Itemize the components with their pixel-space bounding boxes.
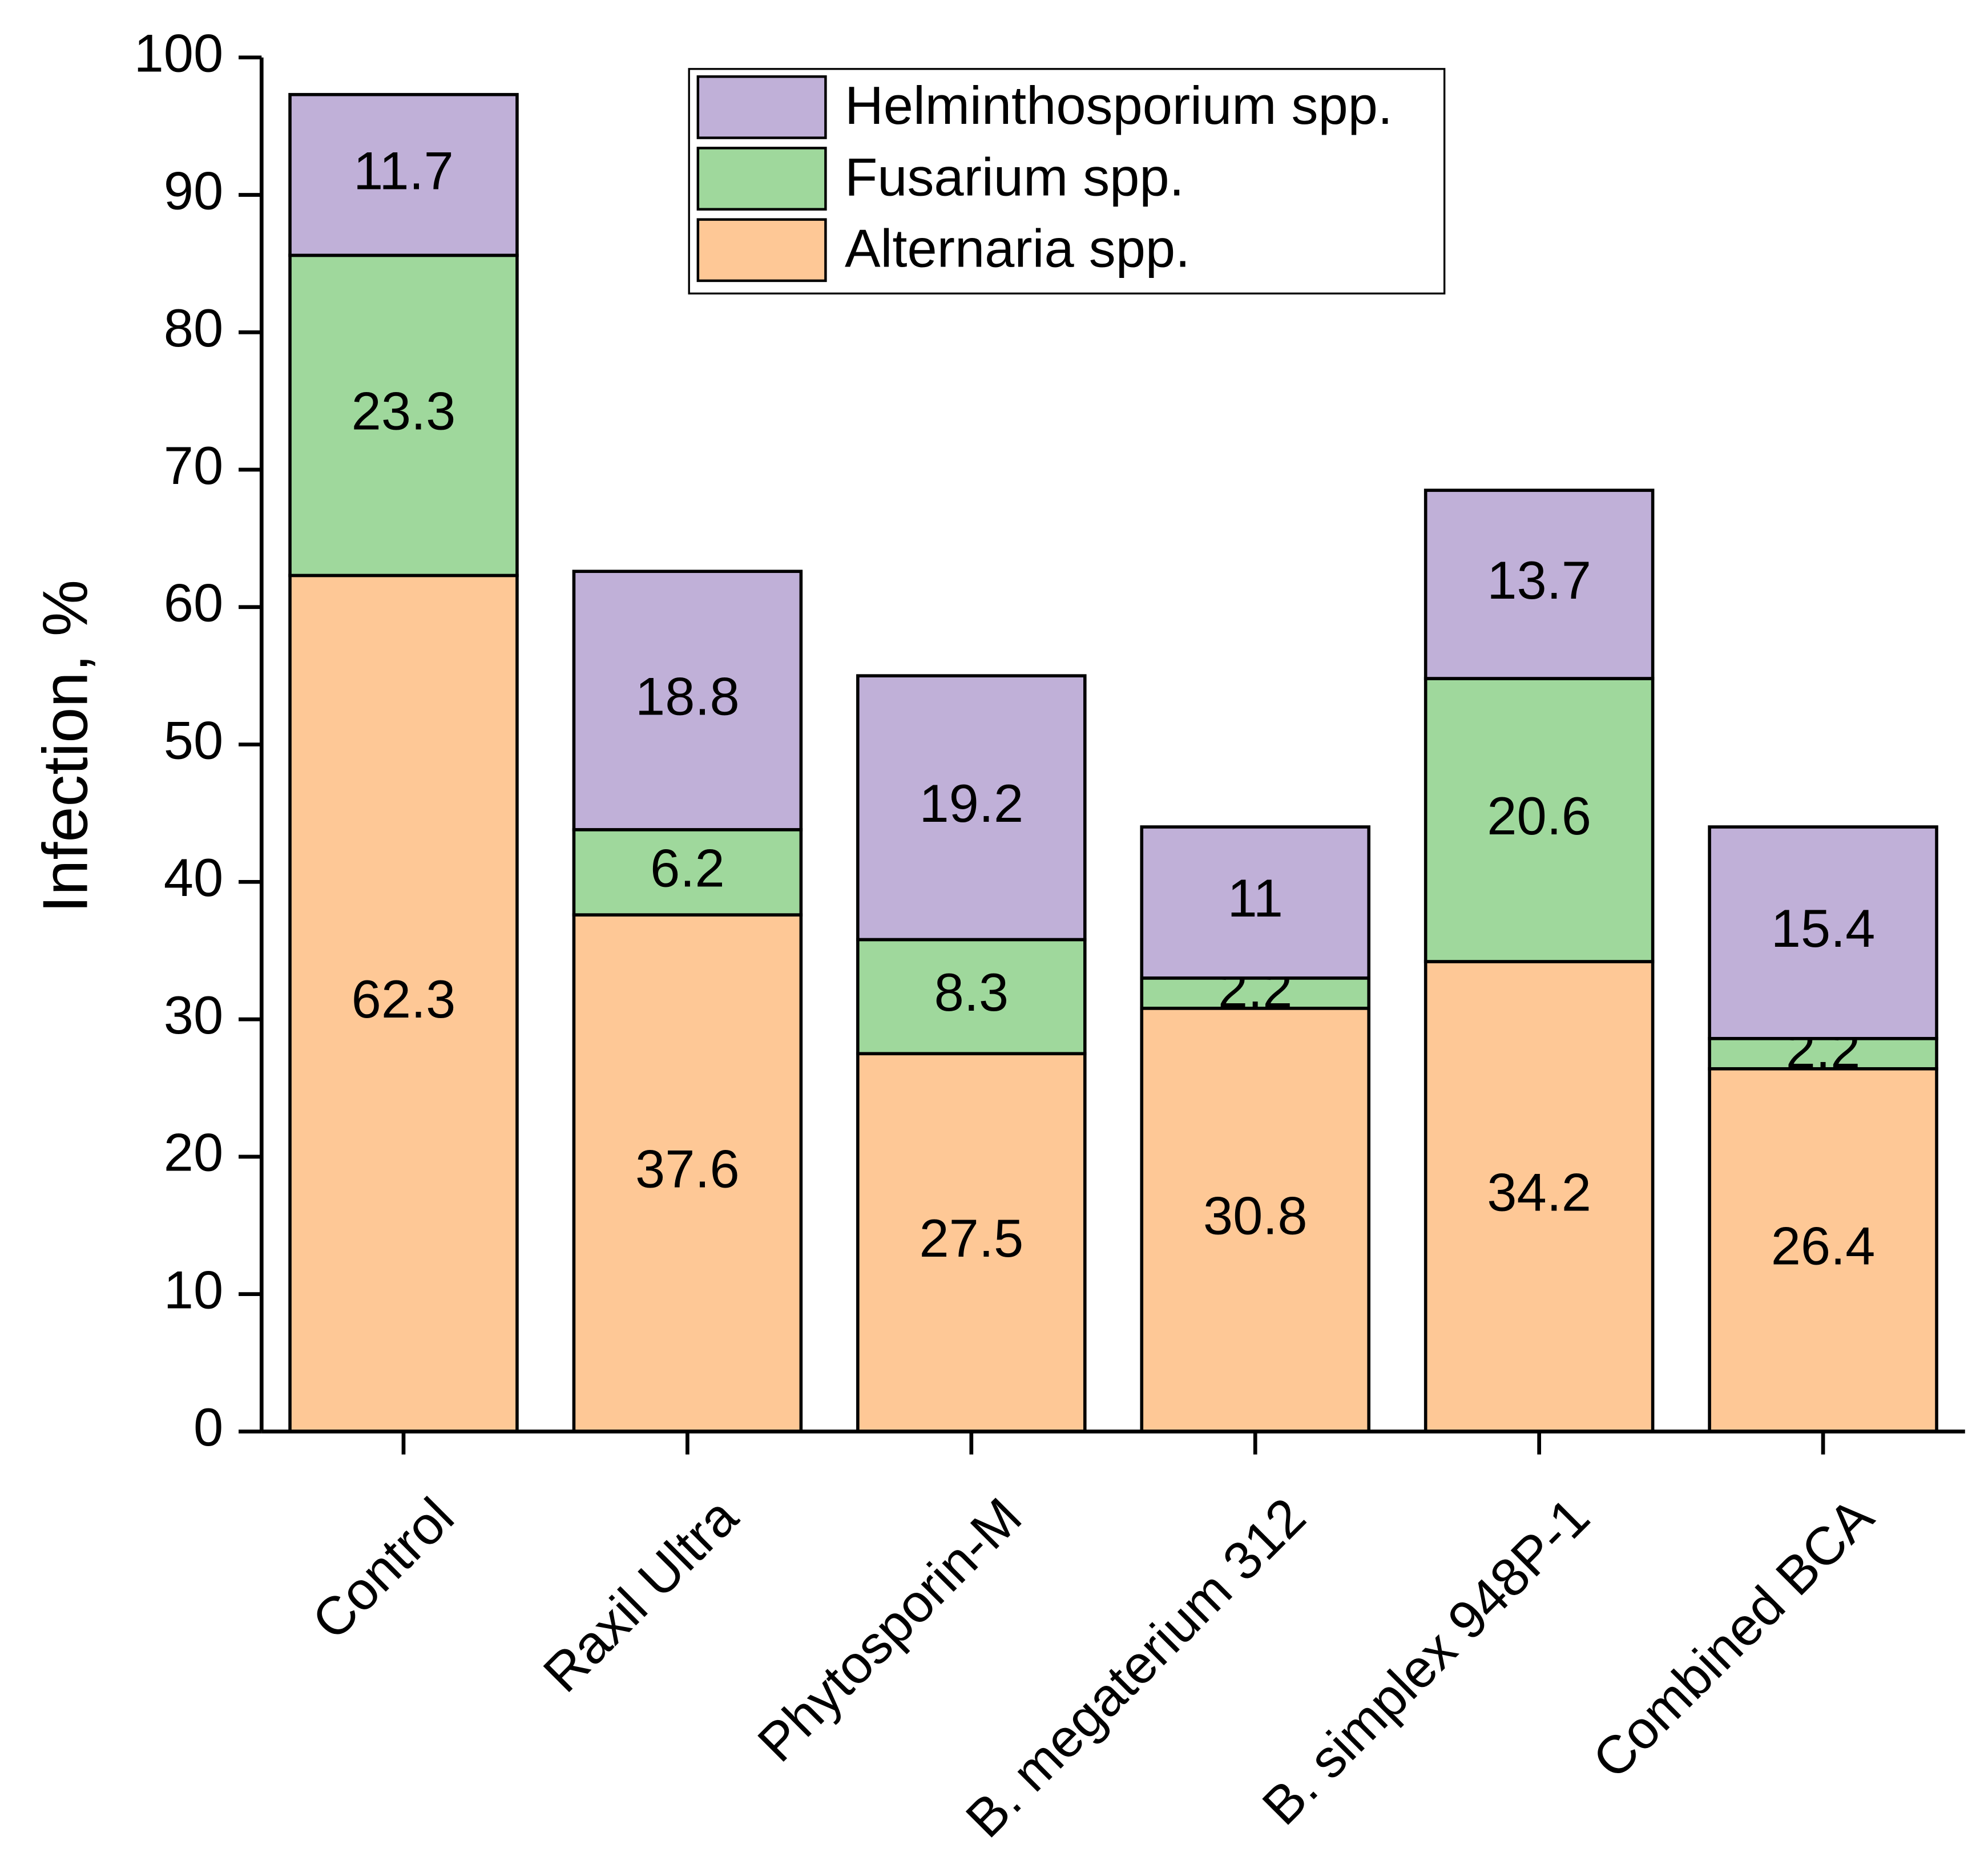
legend-label: Helminthosporium spp. <box>845 75 1393 135</box>
bar-segment <box>288 574 519 1434</box>
legend-label: Alternaria spp. <box>845 219 1190 278</box>
data-label: 18.8 <box>635 666 740 726</box>
data-label: 37.6 <box>635 1139 740 1199</box>
legend-swatch <box>696 75 827 139</box>
y-tick-label: 70 <box>164 435 223 495</box>
data-label: 8.3 <box>934 962 1009 1022</box>
bar-segment <box>1708 825 1938 1040</box>
bar-segment <box>572 828 803 917</box>
bar-segment <box>572 570 803 831</box>
y-axis-label: Infection, % <box>29 580 100 913</box>
bar-segment <box>856 674 1087 942</box>
x-tick-label: Phytosporin-M <box>746 1486 1033 1773</box>
data-label: 11.7 <box>353 140 454 200</box>
bar-segment <box>288 92 519 257</box>
y-tick-label: 10 <box>164 1260 223 1319</box>
y-tick-label: 100 <box>134 23 224 83</box>
data-label: 34.2 <box>1487 1162 1591 1222</box>
data-label: 19.2 <box>919 773 1023 833</box>
y-tick-label: 80 <box>164 298 223 358</box>
data-label: 62.3 <box>352 969 456 1029</box>
bar-segment <box>856 938 1087 1056</box>
y-tick-label: 30 <box>164 985 223 1045</box>
legend-swatch <box>696 147 827 211</box>
x-tick-label: Control <box>300 1486 465 1650</box>
data-label: 23.3 <box>352 381 456 441</box>
data-label: 26.4 <box>1771 1216 1876 1275</box>
y-tick-label: 50 <box>164 710 223 770</box>
y-tick-label: 60 <box>164 573 223 633</box>
y-tick-label: 40 <box>164 847 223 907</box>
bar-segment <box>1140 825 1370 980</box>
data-label: 6.2 <box>650 838 725 898</box>
x-tick-label: Raxil Ultra <box>532 1486 749 1704</box>
data-label: 30.8 <box>1203 1185 1308 1245</box>
legend-label: Fusarium spp. <box>845 147 1184 207</box>
y-tick-label: 0 <box>193 1397 223 1457</box>
data-label: 27.5 <box>919 1208 1023 1268</box>
data-label: 13.7 <box>1487 550 1591 610</box>
bar-segment <box>288 253 519 578</box>
bar-segment <box>1424 489 1655 680</box>
y-tick-label: 90 <box>164 160 223 220</box>
x-tick-label: Combined BCA <box>1581 1486 1885 1790</box>
bar-segment <box>856 1052 1087 1434</box>
legend-swatch <box>696 218 827 282</box>
bar-segment <box>1424 677 1655 963</box>
data-label: 15.4 <box>1771 898 1876 958</box>
bar-segment <box>1708 1067 1938 1434</box>
bar-segment <box>1140 1007 1370 1434</box>
y-tick-label: 20 <box>164 1123 223 1182</box>
data-label: 11 <box>1228 868 1283 928</box>
data-label: 20.6 <box>1487 786 1591 846</box>
